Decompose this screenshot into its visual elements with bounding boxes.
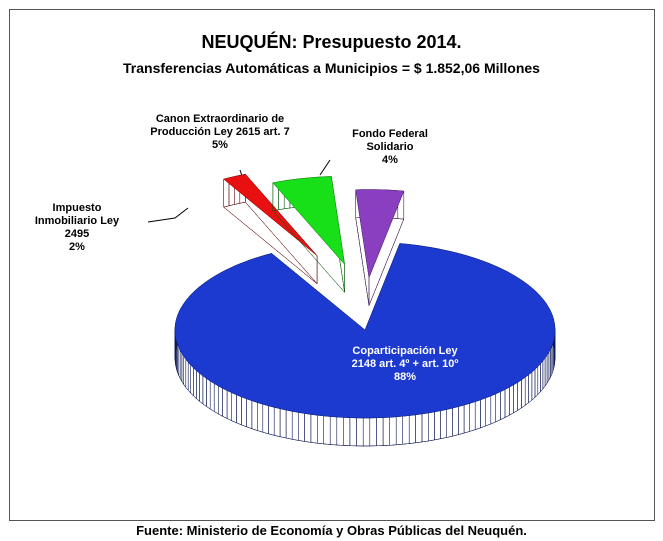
slice: [355, 189, 405, 279]
label-name: Canon Extraordinario de Producción Ley 2…: [150, 113, 290, 138]
slice-label: Coparticipación Ley 2148 art. 4º + art. …: [340, 345, 470, 384]
label-value: 5%: [212, 139, 228, 151]
slice: [272, 176, 345, 266]
label-value: 2%: [69, 241, 85, 253]
slice-label: Canon Extraordinario de Producción Ley 2…: [150, 113, 290, 152]
chart-frame: [9, 9, 655, 521]
source-note: Fuente: Ministerio de Economía y Obras P…: [136, 523, 527, 538]
leader-line: [147, 207, 189, 223]
slice: [223, 173, 318, 256]
label-value: 4%: [382, 154, 398, 166]
label-name: Impuesto Inmobiliario Ley 2495: [34, 202, 120, 240]
slice: [174, 243, 556, 419]
label-name: Fondo Federal Solidario: [352, 128, 428, 153]
slice-label: Impuesto Inmobiliario Ley 2495 2%: [22, 202, 132, 254]
label-name: Coparticipación Ley 2148 art. 4º + art. …: [351, 345, 459, 370]
slice-label: Fondo Federal Solidario 4%: [345, 128, 435, 167]
leader-line: [319, 159, 331, 176]
chart-subtitle: Transferencias Automáticas a Municipios …: [123, 60, 540, 76]
chart-title: NEUQUÉN: Presupuesto 2014.: [201, 32, 462, 52]
label-value: 88%: [393, 371, 417, 383]
